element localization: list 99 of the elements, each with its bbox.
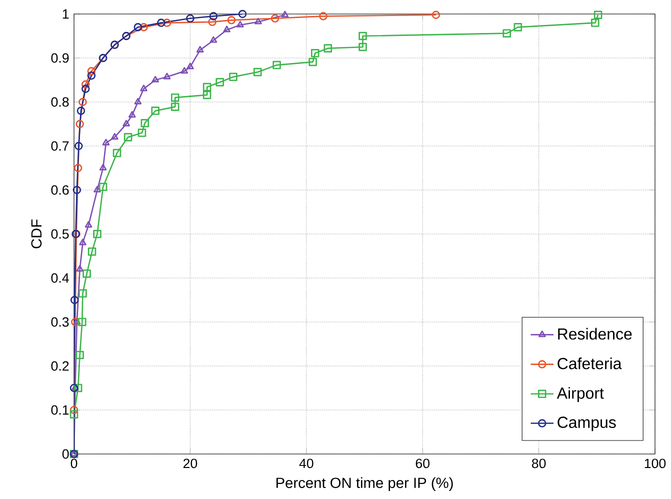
point	[208, 18, 216, 26]
point	[88, 247, 96, 256]
point	[210, 36, 218, 43]
point	[99, 164, 107, 170]
legend-label: Campus	[558, 416, 616, 432]
point	[134, 23, 142, 32]
point	[134, 98, 142, 104]
legend-label: Cafeteria	[558, 358, 622, 370]
point	[74, 164, 82, 172]
point	[594, 10, 602, 20]
point	[111, 133, 118, 140]
x-tick-label: 60	[416, 458, 430, 468]
point	[163, 72, 171, 80]
point	[308, 58, 317, 66]
point	[170, 102, 180, 111]
legend-label: Airport	[556, 387, 604, 402]
point	[270, 14, 280, 23]
point	[98, 182, 108, 192]
point	[272, 60, 281, 70]
point	[87, 71, 96, 80]
point	[140, 23, 148, 32]
point	[78, 318, 86, 326]
point	[324, 44, 332, 52]
y-tick-label: 0.6	[51, 185, 69, 195]
y-tick-label: 0.3	[51, 317, 69, 327]
y-tick-label: 0.7	[51, 141, 69, 151]
point	[162, 18, 172, 27]
point	[78, 98, 87, 106]
point	[76, 120, 84, 128]
point	[138, 128, 146, 137]
y-tick-label: 0.1	[51, 405, 69, 415]
y-tick-label: 1	[62, 9, 69, 19]
point	[358, 42, 367, 52]
point	[209, 12, 218, 20]
point	[70, 296, 79, 304]
point	[140, 84, 148, 92]
point	[76, 265, 84, 272]
point	[202, 90, 212, 100]
legend-label: Residence	[558, 328, 632, 340]
point	[94, 186, 101, 192]
x-tick-label: 40	[299, 458, 314, 468]
point	[84, 221, 92, 228]
point	[102, 138, 110, 146]
x-tick-label: 100	[644, 458, 666, 468]
point	[196, 46, 204, 52]
point	[186, 62, 194, 70]
y-tick-label: 0.2	[51, 361, 69, 371]
point	[82, 269, 91, 278]
point	[253, 68, 262, 76]
point	[319, 12, 328, 20]
point	[358, 32, 367, 40]
point	[514, 23, 522, 32]
point	[124, 133, 132, 142]
x-tick-label: 20	[183, 458, 198, 468]
point	[229, 72, 238, 82]
y-axis-title: CDF	[31, 220, 42, 248]
point	[254, 18, 262, 24]
point	[122, 120, 130, 126]
point	[157, 18, 166, 27]
point	[502, 29, 511, 38]
point	[151, 106, 160, 115]
point	[81, 84, 90, 93]
y-tick-label: 0	[62, 449, 69, 459]
point	[223, 26, 230, 32]
point	[72, 186, 82, 194]
x-axis-title: Percent ON time per IP (%)	[276, 477, 453, 491]
point	[70, 406, 78, 414]
point	[202, 82, 212, 92]
point	[180, 67, 188, 74]
point	[81, 80, 90, 89]
point	[227, 16, 236, 24]
x-tick-label: 80	[532, 458, 546, 468]
point	[152, 76, 160, 82]
point	[170, 93, 180, 102]
point	[76, 350, 84, 360]
point	[74, 384, 82, 392]
point	[74, 142, 83, 150]
y-tick-label: 0.4	[51, 273, 69, 283]
point	[87, 67, 96, 76]
point	[78, 289, 87, 298]
point	[310, 49, 320, 58]
y-tick-label: 0.9	[51, 53, 69, 63]
point	[238, 10, 247, 18]
point	[140, 118, 150, 128]
point	[216, 78, 224, 86]
x-tick-label: 0	[70, 458, 78, 468]
point	[112, 148, 122, 158]
point	[70, 410, 78, 419]
point	[79, 238, 86, 246]
point	[76, 106, 86, 115]
y-tick-label: 0.8	[51, 97, 69, 107]
point	[281, 10, 289, 18]
point	[186, 14, 194, 23]
point	[236, 20, 244, 28]
point	[93, 230, 102, 238]
point	[591, 18, 600, 27]
y-tick-label: 0.5	[51, 229, 69, 239]
point	[128, 111, 136, 118]
point	[432, 10, 440, 20]
